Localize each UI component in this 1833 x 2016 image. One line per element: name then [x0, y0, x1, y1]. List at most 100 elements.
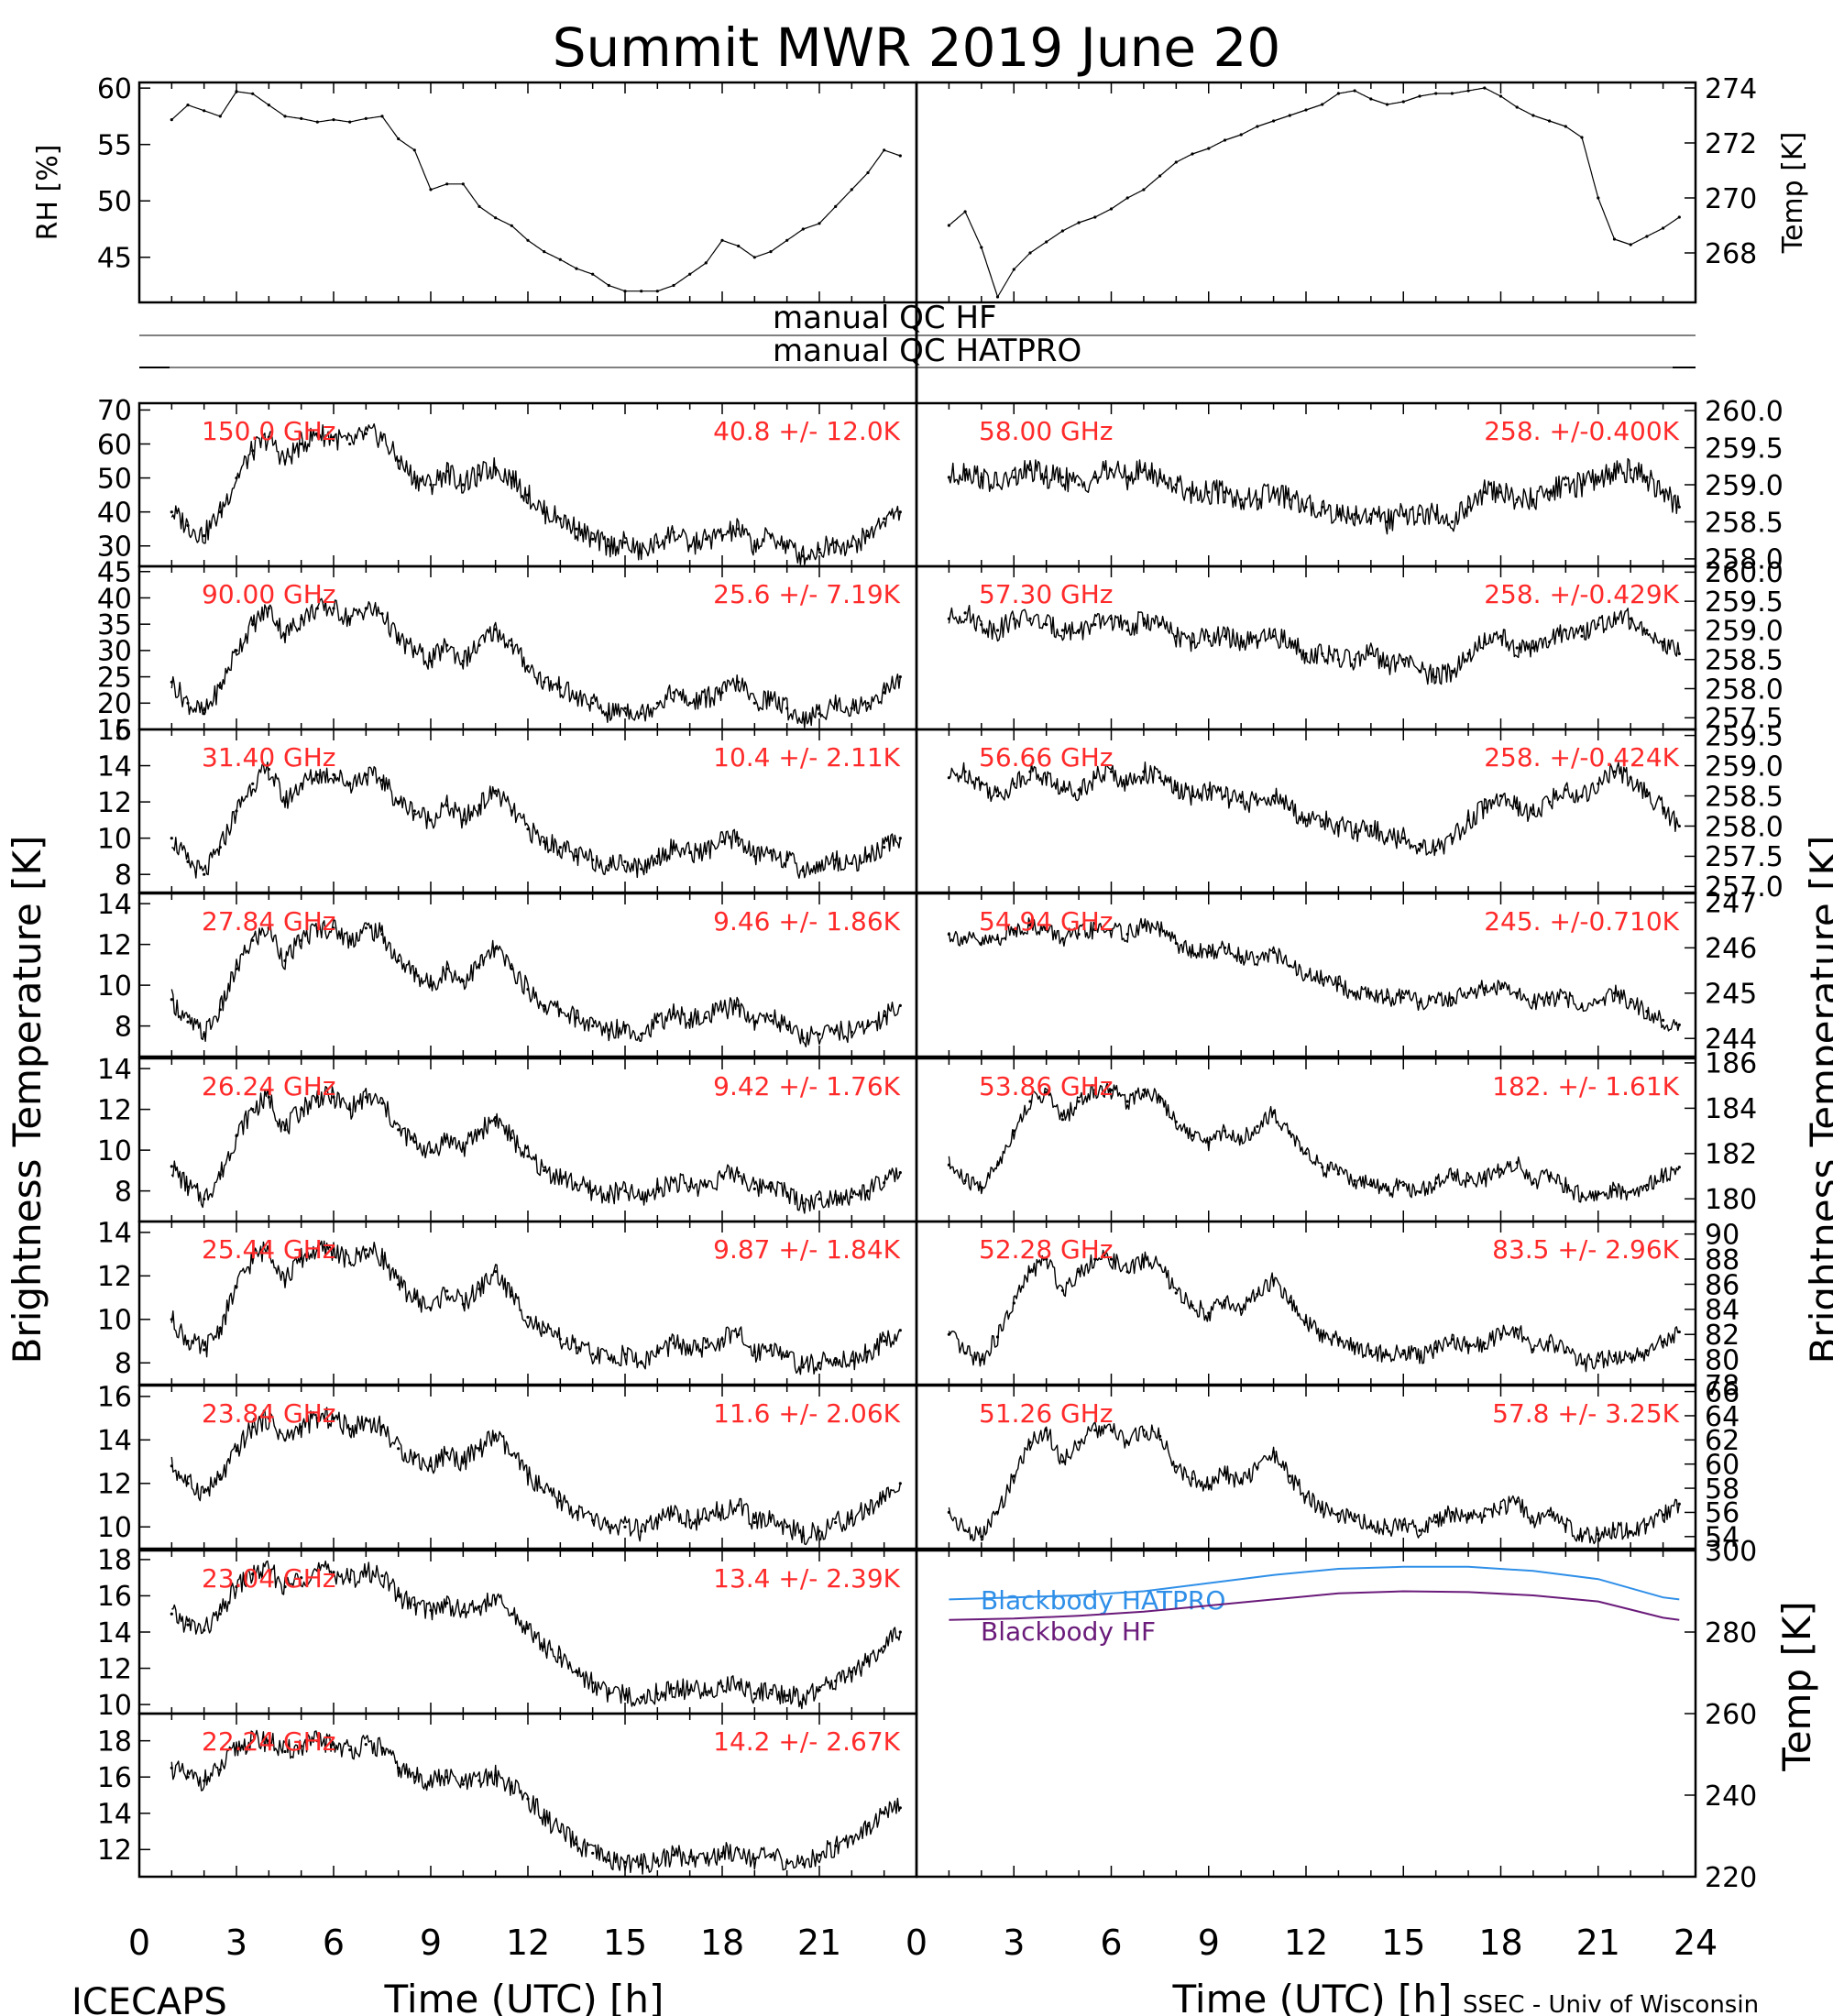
- data-point: [801, 227, 805, 231]
- data-point: [1304, 1495, 1308, 1498]
- data-point: [898, 1171, 902, 1175]
- data-point: [655, 1020, 659, 1024]
- data-point: [348, 1578, 352, 1582]
- x-tick-label: 21: [1576, 1923, 1620, 1963]
- data-point: [1531, 812, 1535, 816]
- data-point: [883, 517, 886, 520]
- data-point: [251, 1425, 255, 1429]
- data-point: [575, 1842, 578, 1846]
- channel-label: 23.04 GHz: [202, 1563, 336, 1594]
- data-point: [1142, 770, 1146, 773]
- data-point: [850, 1195, 853, 1199]
- data-point: [883, 1339, 886, 1343]
- data-point: [623, 1693, 627, 1697]
- data-point: [1418, 94, 1421, 98]
- data-point: [769, 1343, 773, 1347]
- data-point: [883, 1181, 886, 1185]
- data-point: [543, 840, 546, 844]
- data-point: [1483, 806, 1487, 810]
- data-point: [1207, 490, 1211, 494]
- data-point: [1336, 824, 1340, 828]
- channel-label: 31.40 GHz: [202, 742, 336, 772]
- data-point: [300, 1425, 303, 1429]
- data-point: [1191, 641, 1194, 644]
- data-point: [461, 182, 465, 186]
- data-point: [1109, 617, 1114, 620]
- data-point: [1077, 788, 1081, 792]
- data-point: [1662, 490, 1665, 494]
- data-point: [947, 776, 950, 780]
- data-point: [1093, 476, 1097, 479]
- data-point: [1434, 675, 1438, 679]
- data-point: [1125, 1441, 1129, 1444]
- data-point: [494, 628, 498, 631]
- data-point: [1142, 1429, 1146, 1432]
- y-tick-label: 10: [97, 1135, 132, 1167]
- data-point: [1498, 490, 1503, 494]
- data-point: [1401, 1183, 1405, 1187]
- stat-label: 9.42 +/- 1.76K: [713, 1071, 900, 1101]
- data-point: [883, 1013, 886, 1018]
- data-point: [1531, 498, 1535, 501]
- data-point: [364, 432, 368, 435]
- data-point: [1045, 1429, 1048, 1432]
- data-point: [1012, 1129, 1015, 1133]
- data-point: [526, 1473, 530, 1476]
- y-tick-label: 14: [97, 889, 132, 921]
- data-point: [995, 794, 1000, 798]
- data-point: [412, 649, 416, 652]
- data-point: [655, 1692, 659, 1695]
- data-point: [801, 869, 805, 872]
- y-tick-label: 82: [1705, 1320, 1740, 1352]
- data-point: [1385, 103, 1389, 106]
- data-point: [640, 551, 643, 554]
- data-point: [1321, 1166, 1324, 1169]
- data-point: [494, 947, 498, 950]
- data-point: [1498, 1332, 1503, 1336]
- data-point: [1531, 646, 1535, 650]
- data-point: [1239, 955, 1243, 959]
- data-point: [283, 1128, 287, 1132]
- x-tick-label: 18: [700, 1923, 744, 1963]
- stat-label: 9.46 +/- 1.86K: [713, 906, 900, 937]
- data-point: [866, 1824, 870, 1828]
- data-point: [1336, 1172, 1340, 1176]
- data-point: [1612, 770, 1617, 773]
- data-point: [315, 120, 319, 124]
- y-tick-label: 258.0: [1705, 811, 1784, 843]
- data-point: [1580, 136, 1584, 139]
- data-point: [801, 1036, 805, 1040]
- data-point: [235, 1747, 238, 1750]
- data-point: [1336, 658, 1340, 662]
- data-point: [1223, 1129, 1227, 1133]
- x-tick-label: 21: [797, 1923, 841, 1963]
- data-point: [1028, 924, 1032, 927]
- data-point: [332, 435, 335, 439]
- data-point: [818, 1529, 821, 1533]
- y-tick-label: 258.0: [1705, 544, 1784, 576]
- data-point: [575, 1510, 578, 1514]
- data-point: [575, 1183, 578, 1187]
- data-point: [1580, 1535, 1584, 1539]
- data-point: [688, 544, 692, 548]
- data-point: [720, 1175, 724, 1178]
- data-point: [218, 115, 222, 118]
- data-point: [526, 1627, 530, 1630]
- data-point: [607, 1858, 610, 1862]
- data-point: [688, 1518, 692, 1522]
- data-point: [300, 782, 303, 785]
- x-tick-label: 12: [1284, 1923, 1328, 1963]
- data-point: [1321, 505, 1324, 509]
- data-point: [898, 837, 902, 840]
- data-point: [866, 1350, 870, 1353]
- data-point: [461, 1610, 465, 1614]
- data-point: [785, 707, 789, 710]
- data-point: [623, 1353, 627, 1356]
- data-point: [963, 210, 967, 214]
- x-tick-label: 0: [128, 1923, 150, 1963]
- data-point: [348, 442, 352, 446]
- data-point: [1564, 788, 1567, 792]
- data-trace-l2: [170, 597, 901, 729]
- data-trace-r2: [948, 605, 1680, 685]
- temp-axis-label: Temp [K]: [1777, 132, 1809, 255]
